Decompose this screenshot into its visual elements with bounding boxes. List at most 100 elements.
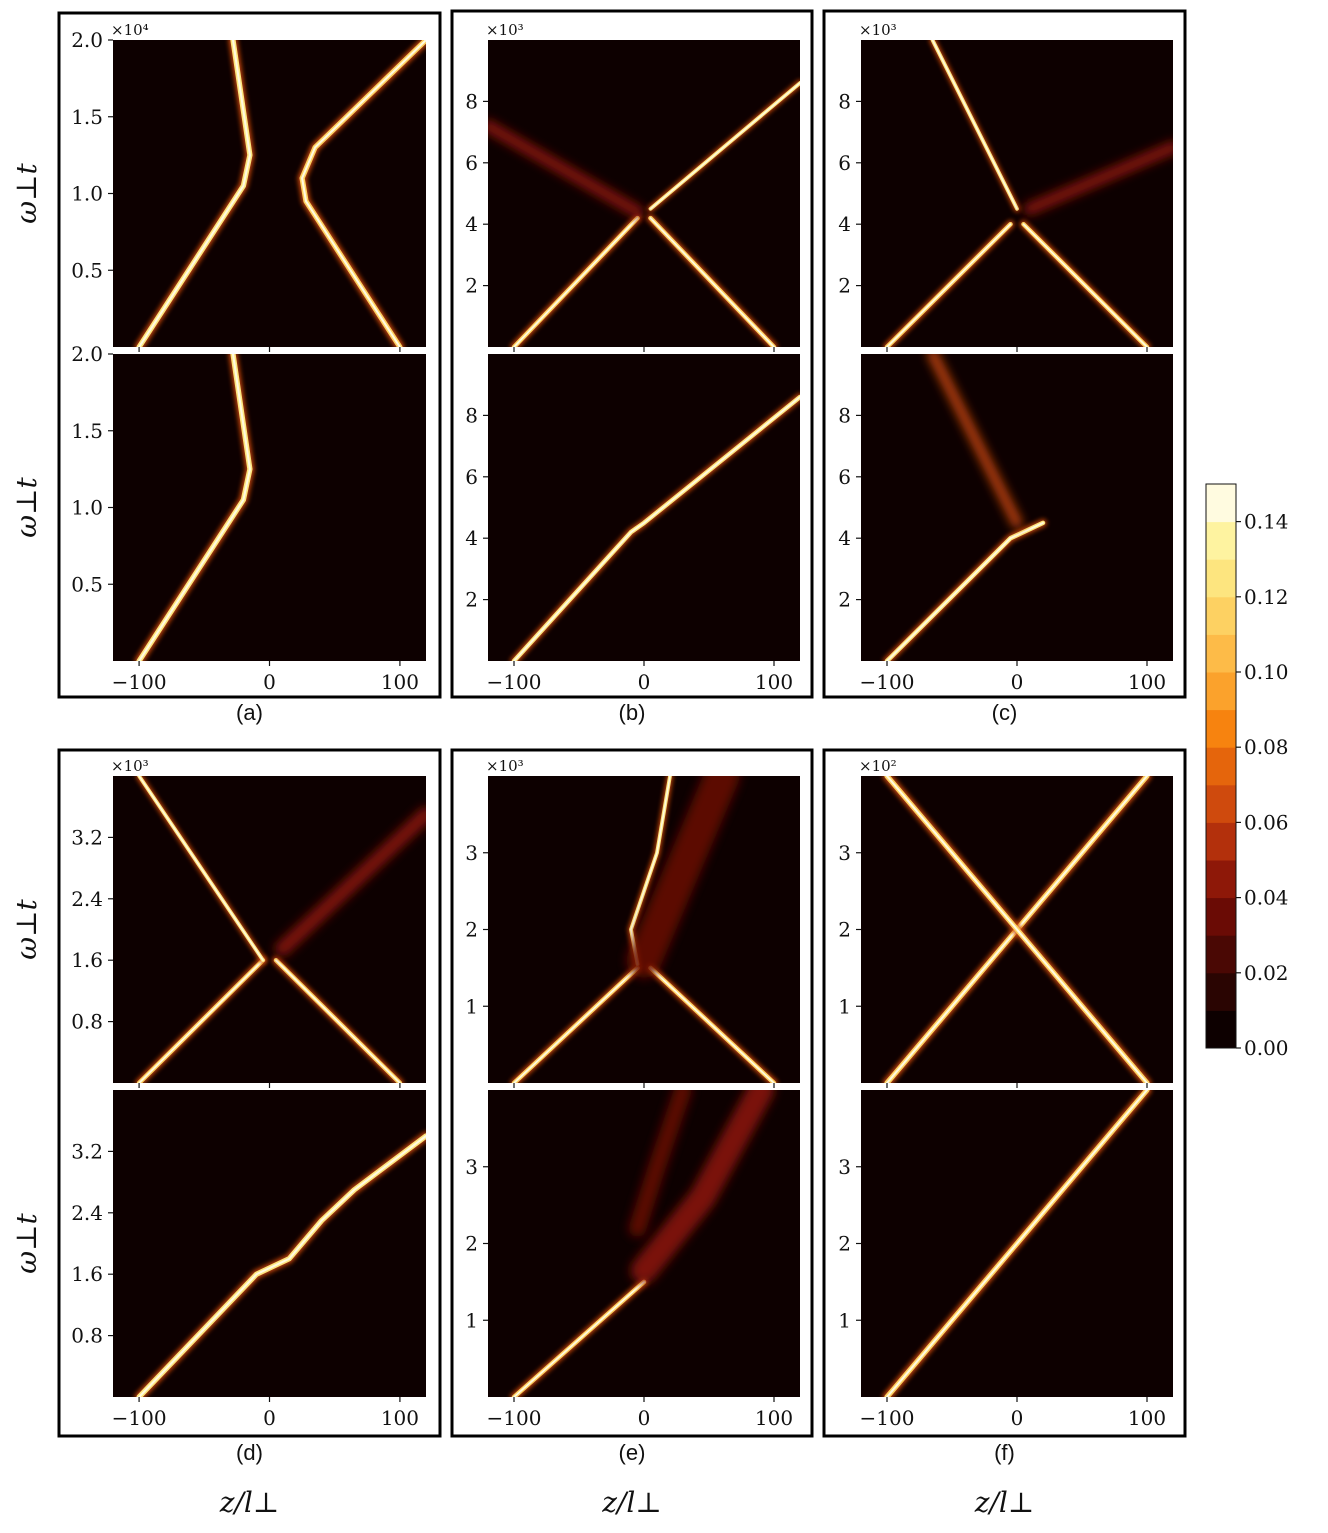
y-tick-label: 1.6 xyxy=(71,1262,103,1286)
colorbar-band xyxy=(1206,860,1236,899)
trace-0 xyxy=(138,40,251,347)
heatmap-panel-e-top: 1 2 3 ×10³ xyxy=(465,757,800,1088)
x-axis-label: z/l⊥ xyxy=(219,1486,279,1519)
y-tick-label: 2 xyxy=(838,274,851,298)
trace-2 xyxy=(649,82,800,210)
axis-multiplier: ×10³ xyxy=(859,21,897,39)
y-tick-label: 3 xyxy=(465,1155,478,1179)
heatmap-panel-b-bottom: 2 4 6 8 −100 0 100 xyxy=(465,354,800,694)
panel-caption-c: (c) xyxy=(992,700,1018,725)
heatmap-background xyxy=(861,40,1173,347)
panel-caption-d: (d) xyxy=(236,1440,263,1465)
y-axis-label: ω⊥t xyxy=(10,899,43,960)
x-tick-label: 0 xyxy=(263,1406,276,1430)
panel-frame-c xyxy=(822,9,1187,699)
y-tick-label: 3 xyxy=(838,841,851,865)
colorbar-outline xyxy=(1205,483,1237,1049)
y-tick-label: 8 xyxy=(465,89,478,113)
colorbar-band xyxy=(1206,1010,1236,1049)
x-tick-label: −100 xyxy=(487,670,542,694)
y-tick-label: 2 xyxy=(465,918,478,942)
heatmap-panel-f-bottom: 1 2 3 −100 0 100 xyxy=(838,1090,1173,1430)
colorbar-band xyxy=(1206,709,1236,748)
trace-1 xyxy=(649,217,775,347)
colorbar-band xyxy=(1206,672,1236,711)
y-tick-label: 2 xyxy=(838,1232,851,1256)
colorbar-band xyxy=(1206,822,1236,861)
y-tick-label: 0.5 xyxy=(71,258,103,282)
trace-0 xyxy=(138,959,264,1083)
y-tick-label: 2 xyxy=(838,588,851,612)
y-axis-label: ω⊥t xyxy=(10,1213,43,1274)
y-tick-label: 2 xyxy=(465,274,478,298)
trace-3 xyxy=(626,776,740,978)
x-tick-label: 0 xyxy=(638,670,651,694)
heatmap-panel-c-top: 2 4 6 8 ×10³ xyxy=(838,21,1173,352)
y-tick-label: 1 xyxy=(465,994,478,1018)
panel-caption-f: (f) xyxy=(994,1440,1015,1465)
colorbar-tick-label: 0.10 xyxy=(1244,660,1289,684)
colorbar-tick-label: 0.06 xyxy=(1244,810,1289,834)
panel-caption-a: (a) xyxy=(236,700,263,725)
y-tick-label: 1.5 xyxy=(71,105,103,129)
x-tick-label: 0 xyxy=(1011,670,1024,694)
panel-frame-e xyxy=(450,748,814,1438)
x-axis-label: z/l⊥ xyxy=(601,1486,661,1519)
trace-2 xyxy=(931,40,1018,210)
trace-0 xyxy=(138,354,251,661)
colorbar-band xyxy=(1206,484,1236,523)
panel-frame-b xyxy=(450,9,814,699)
colorbar-tick-label: 0.00 xyxy=(1244,1036,1289,1060)
axis-multiplier: ×10³ xyxy=(486,757,524,775)
y-tick-label: 6 xyxy=(838,151,851,175)
panel-caption-e: (e) xyxy=(619,1440,646,1465)
colorbar: 0.00 0.02 0.04 0.06 0.08 0.10 0.12 0.14 xyxy=(1205,483,1289,1060)
trace-0 xyxy=(885,1090,1149,1397)
heatmap-background xyxy=(488,1090,800,1397)
trace-1 xyxy=(301,40,426,347)
colorbar-band xyxy=(1206,897,1236,936)
colorbar-band xyxy=(1206,634,1236,673)
y-tick-label: 0.8 xyxy=(71,1010,103,1034)
trace-1 xyxy=(1022,223,1148,347)
trace-2 xyxy=(628,1090,692,1237)
trace-0 xyxy=(513,217,639,347)
y-tick-label: 1 xyxy=(465,1308,478,1332)
trace-1 xyxy=(630,1090,775,1284)
x-tick-label: −100 xyxy=(112,670,167,694)
y-tick-label: 4 xyxy=(838,526,851,550)
y-tick-label: 2 xyxy=(465,1232,478,1256)
colorbar-tick-label: 0.12 xyxy=(1244,585,1289,609)
panel-frame-a xyxy=(57,11,442,699)
heatmap-panel-a-top: 0.5 1.0 1.5 2.0 ×10⁴ xyxy=(71,21,426,352)
y-tick-label: 6 xyxy=(465,465,478,489)
heatmap-panel-a-bottom: 0.5 1.0 1.5 2.0 −100 0 100 xyxy=(71,342,426,694)
y-tick-label: 4 xyxy=(838,212,851,236)
x-tick-label: −100 xyxy=(860,670,915,694)
trace-0 xyxy=(138,1134,426,1397)
heatmap-panel-b-top: 2 4 6 8 ×10³ xyxy=(465,21,800,352)
y-tick-label: 3.2 xyxy=(71,825,103,849)
y-tick-label: 8 xyxy=(465,403,478,427)
panel-frame-f xyxy=(822,748,1187,1438)
y-tick-label: 8 xyxy=(838,403,851,427)
heatmap-background xyxy=(488,354,800,661)
trace-3 xyxy=(488,119,645,219)
trace-2 xyxy=(138,776,264,961)
colorbar-band xyxy=(1206,784,1236,823)
y-axis-label: ω⊥t xyxy=(10,163,43,224)
x-tick-label: 100 xyxy=(755,670,793,694)
colorbar-band xyxy=(1206,596,1236,635)
y-tick-label: 0.8 xyxy=(71,1324,103,1348)
y-tick-label: 2.4 xyxy=(71,887,103,911)
trace-0 xyxy=(513,1281,645,1397)
colorbar-band xyxy=(1206,559,1236,598)
y-tick-label: 3.2 xyxy=(71,1139,103,1163)
y-tick-label: 1 xyxy=(838,994,851,1018)
heatmap-background xyxy=(113,354,426,661)
heatmap-background xyxy=(861,354,1173,661)
y-tick-label: 6 xyxy=(465,151,478,175)
heatmap-panel-c-bottom: 2 4 6 8 −100 0 100 xyxy=(838,354,1173,694)
colorbar-tick-label: 0.02 xyxy=(1244,961,1289,985)
